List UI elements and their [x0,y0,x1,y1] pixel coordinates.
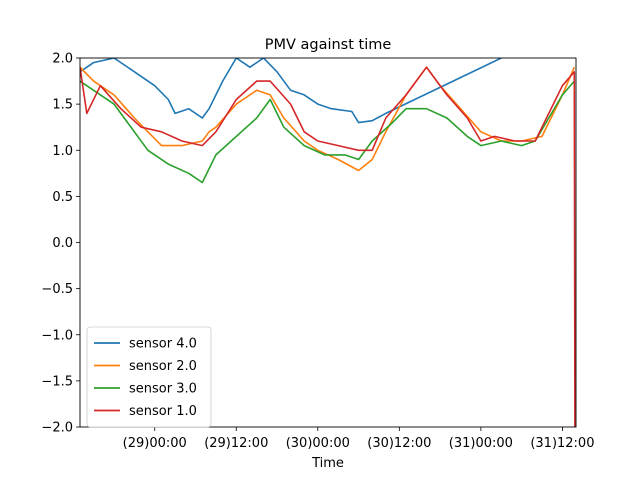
legend: sensor 4.0 sensor 2.0 sensor 3.0 sensor 1.0 [86,326,212,428]
y-tick-label: −0.5 [41,282,73,297]
x-tick-label: (30)12:00 [367,436,431,451]
legend-entry-label: sensor 1.0 [129,404,197,419]
series-lines [80,58,576,427]
legend-entry-label: sensor 4.0 [129,337,197,352]
chart-title: PMV against time [265,37,392,53]
legend-entry-label: sensor 2.0 [129,359,197,374]
plot-frame [79,57,577,428]
x-tick-label: (29)12:00 [204,436,268,451]
y-tick-label: 2.0 [52,52,73,67]
series-line-3 [80,80,575,184]
y-tick-label: 0.0 [52,236,73,251]
series-line-4 [80,66,576,427]
x-tick-label: (29)00:00 [123,436,187,451]
x-tick-label: (31)00:00 [449,436,513,451]
y-tick-label: 0.5 [52,190,73,205]
legend-entry-label: sensor 3.0 [129,382,197,397]
x-tick-label: (30)00:00 [286,436,350,451]
y-tick-label: 1.0 [52,144,73,159]
y-axis-ticks: 2.0 1.5 1.0 0.5 0.0 −0.5 −1.0 −1.5 −2.0 [41,52,80,436]
y-tick-label: −1.0 [41,328,73,343]
y-tick-label: −2.0 [41,421,73,436]
y-tick-label: 1.5 [52,98,73,113]
x-axis-ticks: (29)00:00 (29)12:00 (30)00:00 (30)12:00 (31)… [123,427,594,451]
x-axis-label: Time [311,456,344,471]
y-tick-label: −1.5 [41,374,73,389]
x-tick-label: (31)12:00 [530,436,594,451]
series-line-2 [80,66,576,172]
series-line-1 [80,58,502,124]
legend-box [86,326,212,428]
